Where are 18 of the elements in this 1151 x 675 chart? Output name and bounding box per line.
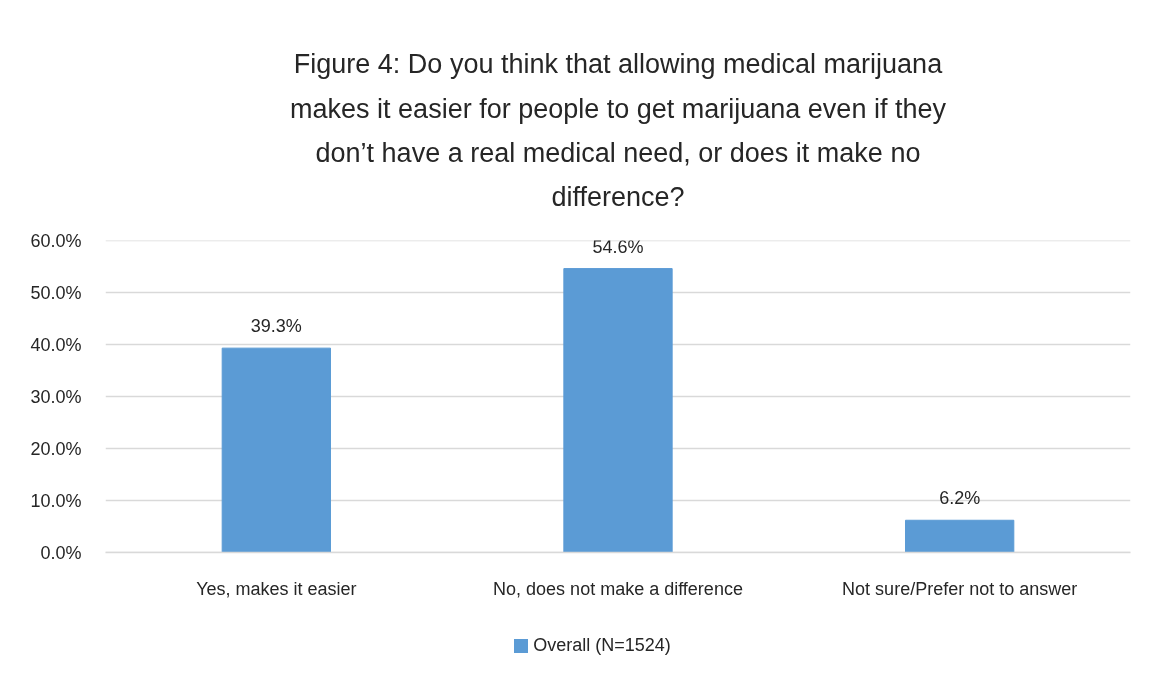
x-tick-label: Not sure/Prefer not to answer — [842, 578, 1078, 599]
y-tick-label: 0.0% — [40, 542, 82, 563]
y-tick-label: 20.0% — [30, 438, 82, 459]
bar — [563, 268, 673, 553]
y-tick-label: 30.0% — [30, 386, 82, 407]
y-tick-label: 50.0% — [30, 282, 82, 303]
data-label: 39.3% — [250, 316, 302, 337]
data-label: 54.6% — [592, 236, 644, 257]
y-tick-label: 40.0% — [30, 334, 82, 355]
y-tick-label: 10.0% — [30, 490, 82, 511]
bar — [221, 347, 331, 553]
y-tick-label: 60.0% — [30, 230, 82, 251]
x-tick-label: Yes, makes it easier — [196, 578, 357, 599]
legend-label: Overall (N=1524) — [533, 634, 671, 658]
data-label: 6.2% — [939, 488, 981, 509]
bar — [905, 519, 1015, 553]
chart-title: Figure 4: Do you think that allowing medical marijuana makes it easier for people to get marijuana even if they don’t have a real medical need, or does it make no difference? — [290, 49, 947, 213]
x-tick-label: No, does not make a difference — [493, 578, 743, 599]
